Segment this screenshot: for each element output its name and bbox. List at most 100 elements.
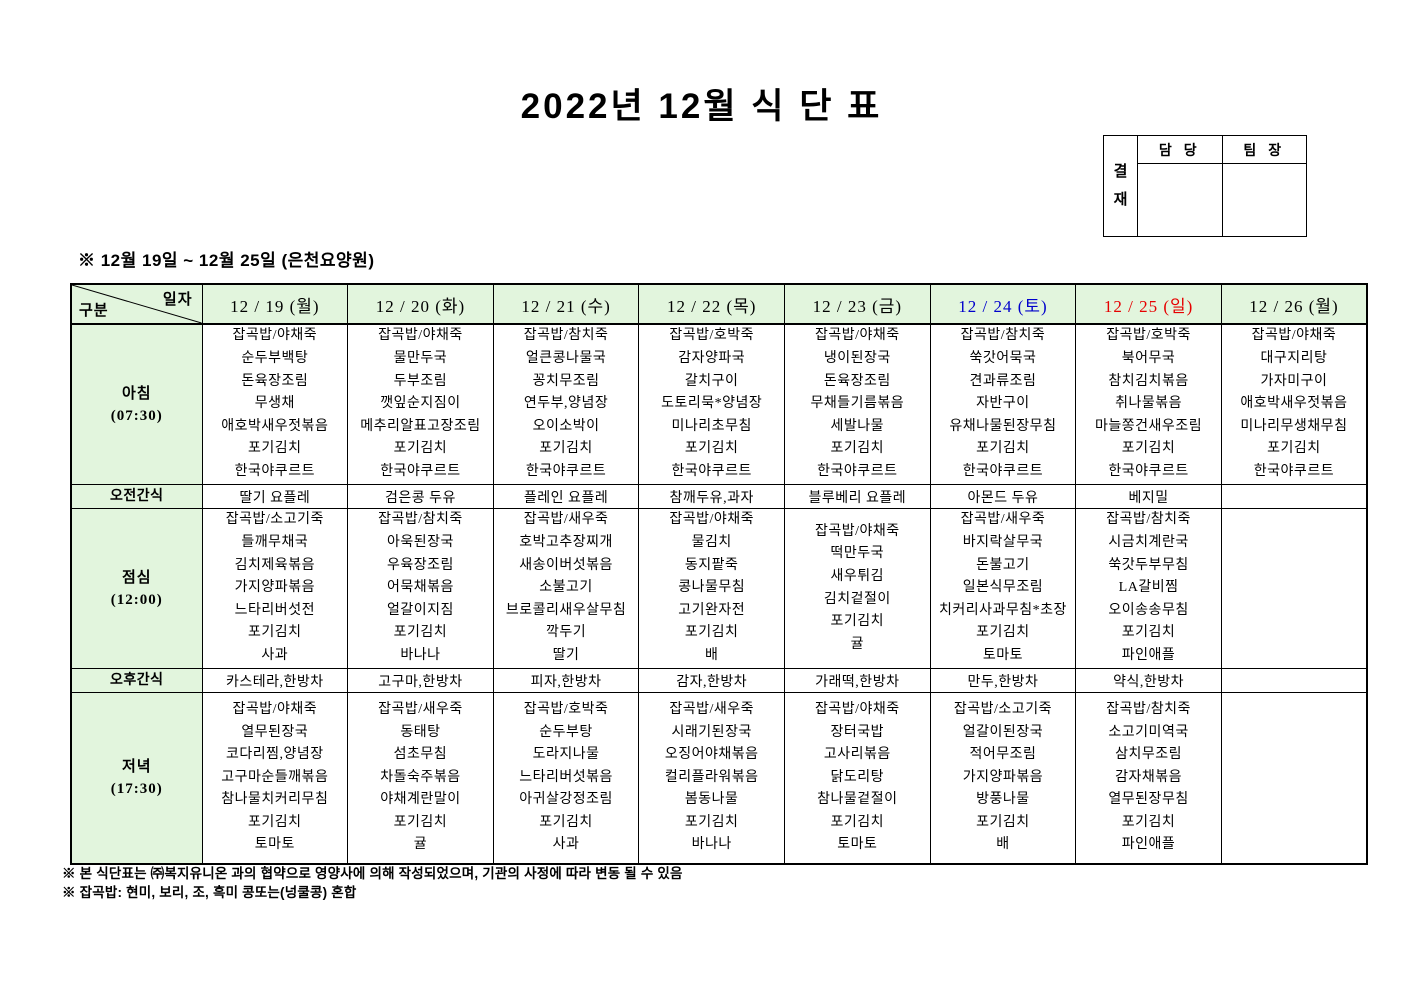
menu-item: 포기김치 — [248, 441, 302, 457]
menu-item: 일본식무조림 — [962, 580, 1044, 596]
menu-item: 잡곡밥/호박죽 — [669, 328, 755, 344]
menu-item: 잡곡밥/야채죽 — [669, 512, 755, 528]
lunch-cell-7 — [1220, 508, 1368, 669]
menu-item: 포기김치 — [1267, 441, 1321, 457]
menu-item: 포기김치 — [976, 625, 1030, 641]
menu-item: 얼큰콩나물국 — [525, 351, 607, 367]
menu-item: 돈육장조림 — [241, 373, 309, 389]
menu-item: 잡곡밥/호박죽 — [1106, 328, 1191, 344]
menu-item: 느타리버섯볶음 — [519, 769, 613, 785]
lunch-row: 점심 (12:00) 잡곡밥/소고기죽 들깨무채국 김치제육볶음 가지양파볶음 느타리버섯전… — [70, 508, 1368, 669]
menu-item: 파인애플 — [1121, 837, 1176, 853]
menu-item: 돈불고기 — [976, 557, 1030, 573]
row-label-text: 오전간식 — [109, 488, 164, 504]
menu-item: 아귀살강정조림 — [519, 792, 613, 808]
menu-item: 잡곡밥/호박죽 — [523, 701, 609, 717]
approval-box: 결재 담 당 팀 장 — [1103, 135, 1307, 237]
menu-item: 포기김치 — [1121, 441, 1176, 457]
date-header-row: 일자 구분 12 / 19 (월) 12 / 20 (화) 12 / 21 (수) 12 … — [70, 283, 1368, 325]
menu-item: 열무된장국 — [241, 724, 309, 740]
menu-item: 잡곡밥/참치죽 — [1106, 512, 1191, 528]
menu-item: 냉이된장국 — [823, 351, 891, 367]
dinner-cell-7 — [1220, 692, 1368, 865]
morning-snack-cell-6: 베지밀 — [1075, 484, 1222, 509]
menu-item: 잡곡밥/야채죽 — [814, 328, 900, 344]
menu-item: 돈육장조림 — [823, 373, 891, 389]
footnotes: ※ 본 식단표는 ㈜복지유니온 과의 협약으로 영양사에 의해 작성되었으며, … — [62, 864, 683, 902]
menu-item: 순두부백탕 — [241, 351, 309, 367]
row-label-lunch: 점심 (12:00) — [70, 508, 203, 669]
afternoon-snack-cell-0: 카스테라,한방차 — [201, 668, 349, 693]
afternoon-snack-cell-5: 만두,한방차 — [929, 668, 1077, 693]
menu-item: 감자채볶음 — [1115, 769, 1183, 785]
menu-item: 한국야쿠르트 — [817, 463, 898, 479]
menu-item: 잡곡밥/소고기죽 — [953, 701, 1052, 717]
menu-item: 한국야쿠르트 — [671, 463, 752, 479]
menu-item: 유채나물된장무침 — [949, 418, 1057, 434]
menu-item: 연두부,양념장 — [523, 396, 609, 412]
menu-item: 포기김치 — [539, 814, 593, 830]
afternoon-snack-cell-2: 피자,한방차 — [492, 668, 640, 693]
menu-item: LA갈비찜 — [1118, 580, 1179, 596]
row-label-text: 아침 — [121, 385, 152, 402]
menu-item: 도토리묵*양념장 — [661, 396, 763, 412]
lunch-cell-1: 잡곡밥/참치죽 아욱된장국 우육장조림 어묵채볶음 얼갈이지짐 포기김치 바나나 — [347, 508, 494, 669]
menu-item: 참치김치볶음 — [1108, 373, 1189, 389]
menu-item: 새송이버섯볶음 — [519, 557, 613, 573]
breakfast-row: 아침 (07:30) 잡곡밥/야채죽 순두부백탕 돈육장조림 무생채 애호박새우젓볶음 포기김… — [70, 323, 1368, 485]
menu-item: 아욱된장국 — [386, 535, 454, 551]
menu-item: 토마토 — [982, 647, 1023, 663]
row-label-time: (12:00) — [110, 591, 163, 608]
approval-col-manager: 담 당 — [1138, 136, 1222, 236]
morning-snack-cell-4: 블루베리 요플레 — [784, 484, 931, 509]
menu-item: 바나나 — [691, 837, 732, 853]
row-label-time: (17:30) — [110, 781, 163, 797]
menu-item: 한국야쿠르트 — [1108, 463, 1189, 479]
menu-item: 잡곡밥/야채죽 — [232, 701, 318, 717]
menu-item: 소불고기 — [539, 580, 593, 596]
approval-columns: 담 당 팀 장 — [1138, 136, 1306, 236]
menu-item: 닭도리탕 — [830, 769, 885, 785]
morning-snack-cell-2: 플레인 요플레 — [492, 484, 640, 509]
approval-signature-cell-manager — [1138, 164, 1222, 236]
menu-item: 가자미구이 — [1260, 373, 1328, 389]
menu-item: 무채들기름볶음 — [810, 396, 905, 412]
breakfast-cell-3: 잡곡밥/호박죽 감자양파국 갈치구이 도토리묵*양념장 미나리초무침 포기김치 한국야쿠르트 — [638, 323, 785, 485]
afternoon-snack-cell-7 — [1220, 668, 1368, 693]
menu-item: 바지락살무국 — [962, 535, 1044, 551]
menu-item: 물만두국 — [393, 351, 448, 367]
menu-item: 섬초무침 — [393, 747, 448, 763]
menu-item: 포기김치 — [1121, 625, 1176, 641]
lunch-cell-4: 잡곡밥/야채죽 떡만두국 새우튀김 김치겉절이 포기김치 귤 — [784, 508, 931, 669]
menu-item: 사과 — [552, 837, 580, 853]
menu-item: 쑥갓두부무침 — [1108, 557, 1189, 573]
menu-item: 소고기미역국 — [1108, 724, 1189, 740]
menu-item: 우육장조림 — [386, 557, 454, 573]
approval-col-team-leader: 팀 장 — [1221, 136, 1306, 236]
menu-item: 포기김치 — [393, 814, 448, 830]
menu-item: 토마토 — [254, 837, 295, 853]
morning-snack-cell-7 — [1220, 484, 1368, 509]
afternoon-snack-cell-3: 감자,한방차 — [638, 668, 785, 693]
row-label-dinner: 저녁 (17:30) — [70, 692, 203, 865]
menu-item: 어묵채볶음 — [386, 580, 454, 596]
menu-item: 오이소박이 — [532, 418, 600, 434]
menu-item: 자반구이 — [976, 396, 1030, 412]
lunch-cell-0: 잡곡밥/소고기죽 들깨무채국 김치제육볶음 가지양파볶음 느타리버섯전 포기김치 사과 — [201, 508, 349, 669]
corner-label-date: 일자 — [162, 292, 193, 308]
menu-table: 일자 구분 12 / 19 (월) 12 / 20 (화) 12 / 21 (수) 12 … — [70, 283, 1368, 865]
column-header-4: 12 / 23 (금) — [784, 283, 931, 325]
menu-item: 포기김치 — [393, 625, 448, 641]
menu-item: 사과 — [261, 647, 289, 663]
row-label-time: (07:30) — [110, 407, 163, 424]
menu-item: 삼치무조림 — [1115, 747, 1183, 763]
footnote-line: ※ 본 식단표는 ㈜복지유니온 과의 협약으로 영양사에 의해 작성되었으며, … — [62, 866, 683, 881]
menu-item: 김치겉절이 — [823, 591, 891, 607]
menu-item: 꽁치무조림 — [532, 373, 600, 389]
menu-item: 가지양파볶음 — [234, 580, 315, 596]
menu-item: 차돌숙주볶음 — [380, 769, 461, 785]
menu-item: 참나물치커리무침 — [221, 792, 329, 808]
dinner-cell-1: 잡곡밥/새우죽 동태탕 섬초무침 차돌숙주볶음 야채계란말이 포기김치 귤 — [347, 692, 494, 865]
menu-item: 도라지나물 — [532, 747, 600, 763]
